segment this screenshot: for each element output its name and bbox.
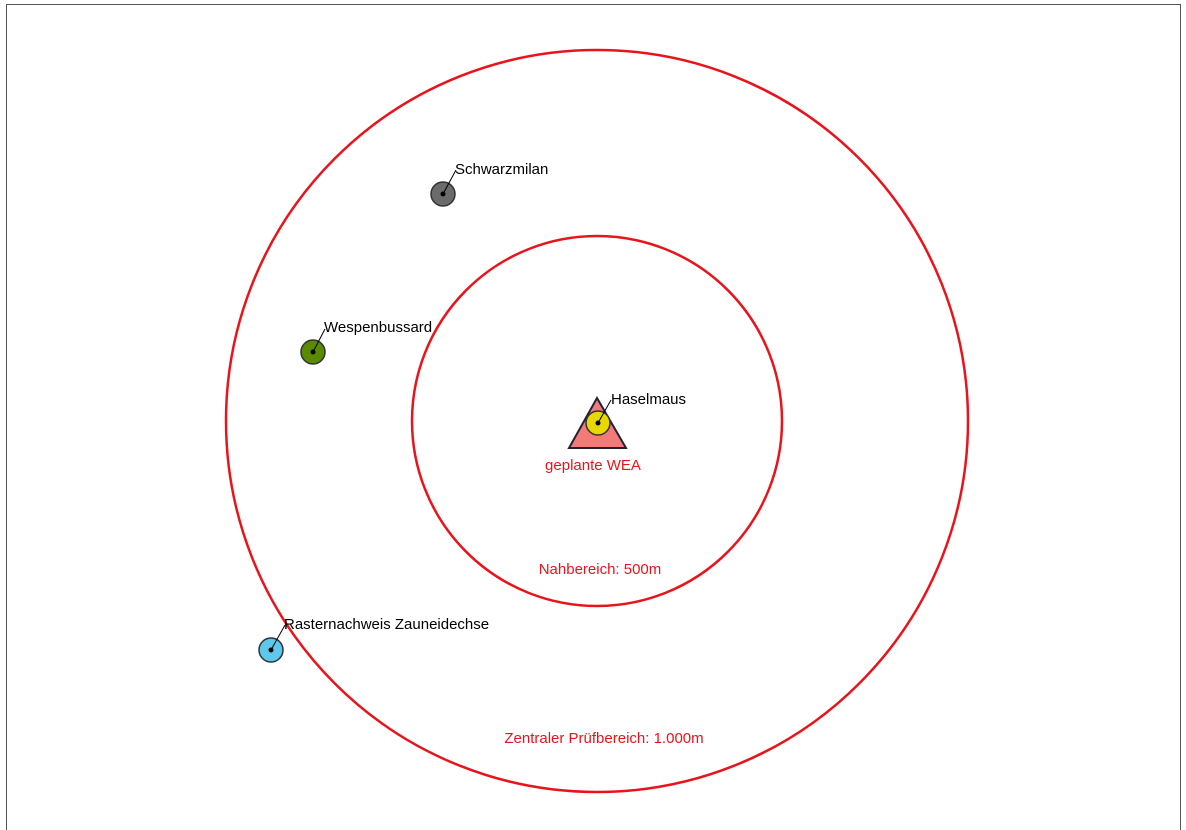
sighting-label: Haselmaus bbox=[611, 391, 686, 408]
turbine-label: geplante WEA bbox=[545, 457, 641, 474]
sighting-label: Wespenbussard bbox=[324, 319, 432, 336]
sighting: Schwarzmilan bbox=[430, 161, 548, 207]
inner-ring bbox=[410, 234, 784, 608]
sighting: Wespenbussard bbox=[300, 319, 432, 365]
sighting: Rasternachweis Zauneidechse bbox=[258, 616, 489, 663]
sighting-label: Rasternachweis Zauneidechse bbox=[284, 616, 489, 633]
outer-ring bbox=[224, 48, 970, 794]
sighting-label: Schwarzmilan bbox=[455, 161, 548, 178]
ring-label: Nahbereich: 500m bbox=[539, 561, 662, 578]
ring-label: Zentraler Prüfbereich: 1.000m bbox=[504, 730, 703, 747]
sighting: Haselmaus bbox=[585, 391, 686, 436]
